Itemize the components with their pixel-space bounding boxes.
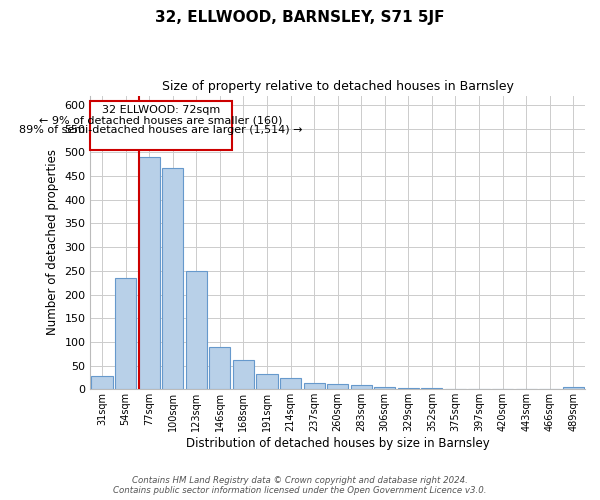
Bar [327,384,348,390]
Text: 32 ELLWOOD: 72sqm: 32 ELLWOOD: 72sqm [102,105,220,115]
Bar [350,384,372,390]
Bar [374,387,395,390]
FancyBboxPatch shape [91,101,232,150]
Text: 89% of semi-detached houses are larger (1,514) →: 89% of semi-detached houses are larger (… [19,124,303,134]
Text: ← 9% of detached houses are smaller (160): ← 9% of detached houses are smaller (160… [40,115,283,125]
Bar [233,360,254,390]
Bar [115,278,136,390]
Bar [186,271,207,390]
Bar [139,157,160,390]
Bar [421,388,442,390]
Bar [91,376,113,390]
Bar [209,346,230,390]
Bar [304,382,325,390]
Bar [398,388,419,390]
Bar [162,168,184,390]
Text: Contains HM Land Registry data © Crown copyright and database right 2024.
Contai: Contains HM Land Registry data © Crown c… [113,476,487,495]
Y-axis label: Number of detached properties: Number of detached properties [46,150,59,336]
Text: 32, ELLWOOD, BARNSLEY, S71 5JF: 32, ELLWOOD, BARNSLEY, S71 5JF [155,10,445,25]
Bar [256,374,278,390]
Bar [563,388,584,390]
Bar [280,378,301,390]
Title: Size of property relative to detached houses in Barnsley: Size of property relative to detached ho… [162,80,514,93]
X-axis label: Distribution of detached houses by size in Barnsley: Distribution of detached houses by size … [186,437,490,450]
